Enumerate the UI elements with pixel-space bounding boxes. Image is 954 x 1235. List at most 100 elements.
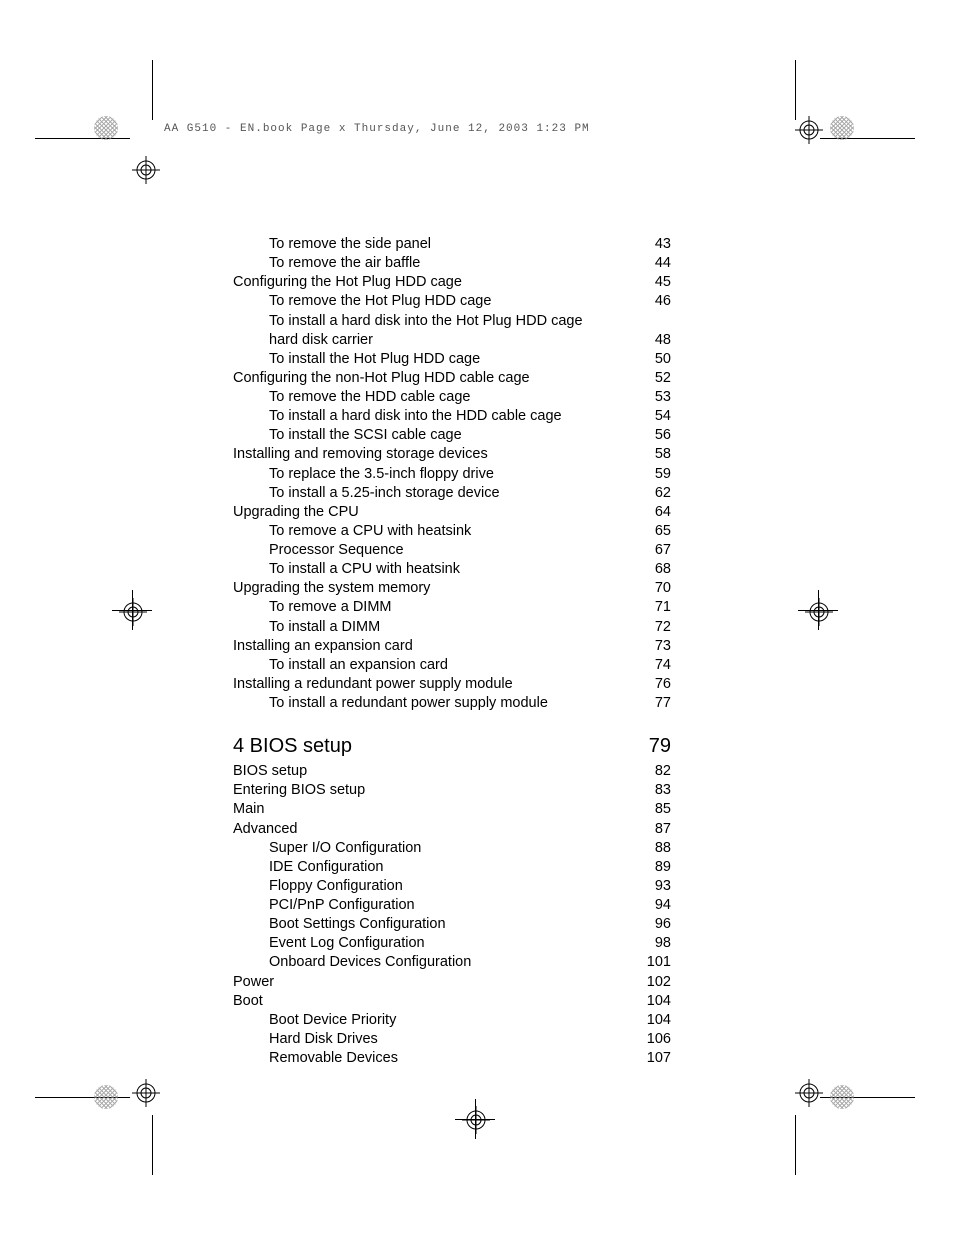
toc-page-number: 76 — [631, 675, 671, 694]
toc-label: IDE Configuration — [233, 858, 383, 877]
toc-label: Floppy Configuration — [233, 877, 403, 896]
toc-page-number: 73 — [631, 637, 671, 656]
toc-entry: To install a 5.25-inch storage device62 — [233, 484, 671, 503]
toc-entry: PCI/PnP Configuration94 — [233, 896, 671, 915]
toc-entry: Power 102 — [233, 973, 671, 992]
toc-entry: Advanced 87 — [233, 820, 671, 839]
toc-entry: Removable Devices 107 — [233, 1049, 671, 1068]
toc-entry: To remove a DIMM 71 — [233, 598, 671, 617]
toc-entry: To replace the 3.5-inch floppy drive 59 — [233, 465, 671, 484]
toc-label: To install a DIMM — [233, 618, 380, 637]
toc-label: To install a CPU with heatsink — [233, 560, 460, 579]
toc-container: To remove the side panel43To remove the … — [233, 235, 671, 1068]
printer-ball-mark-icon — [94, 116, 118, 140]
registration-mark-icon — [805, 598, 833, 626]
toc-label: Installing an expansion card — [233, 637, 413, 656]
toc-label: Onboard Devices Configuration — [233, 953, 471, 972]
toc-label: BIOS setup — [233, 762, 307, 781]
toc-entry: To install a CPU with heatsink 68 — [233, 560, 671, 579]
toc-label: Configuring the non-Hot Plug HDD cable c… — [233, 369, 530, 388]
toc-page-number: 45 — [631, 273, 671, 292]
toc-page-number: 56 — [631, 426, 671, 445]
toc-entry: To install a redundant power supply modu… — [233, 694, 671, 713]
toc-page-number: 72 — [631, 618, 671, 637]
toc-entry: BIOS setup 82 — [233, 762, 671, 781]
toc-label: Advanced — [233, 820, 298, 839]
toc-entry: Configuring the non-Hot Plug HDD cable c… — [233, 369, 671, 388]
toc-page-number: 85 — [631, 800, 671, 819]
toc-label: Upgrading the system memory — [233, 579, 430, 598]
page-header: AA G510 - EN.book Page x Thursday, June … — [164, 123, 590, 135]
toc-entry: IDE Configuration 89 — [233, 858, 671, 877]
toc-entry: To install the SCSI cable cage 56 — [233, 426, 671, 445]
toc-page-number: 106 — [631, 1030, 671, 1049]
crop-mark — [795, 1115, 796, 1175]
registration-mark-icon — [132, 156, 160, 184]
toc-label: Removable Devices — [233, 1049, 398, 1068]
toc-entry: Hard Disk Drives 106 — [233, 1030, 671, 1049]
toc-label: To install the SCSI cable cage — [233, 426, 462, 445]
toc-entry: Installing a redundant power supply modu… — [233, 675, 671, 694]
toc-label: Boot — [233, 992, 263, 1011]
registration-mark-icon — [462, 1106, 490, 1134]
toc-entry: Upgrading the system memory70 — [233, 579, 671, 598]
toc-entry: Installing an expansion card 73 — [233, 637, 671, 656]
toc-label: Super I/O Configuration — [233, 839, 421, 858]
registration-mark-icon — [132, 1079, 160, 1107]
toc-entry: Boot Device Priority104 — [233, 1011, 671, 1030]
toc-label: Boot Settings Configuration — [233, 915, 446, 934]
toc-label: Upgrading the CPU — [233, 503, 359, 522]
toc-label: Event Log Configuration — [233, 934, 425, 953]
printer-ball-mark-icon — [830, 116, 854, 140]
toc-entry: To install a hard disk into the Hot Plug… — [233, 312, 671, 331]
toc-page-number: 74 — [631, 656, 671, 675]
toc-entry: Installing and removing storage devices5… — [233, 445, 671, 464]
toc-label: Entering BIOS setup — [233, 781, 365, 800]
toc-entry: To remove the air baffle44 — [233, 254, 671, 273]
registration-mark-icon — [795, 1079, 823, 1107]
toc-label: To remove a CPU with heatsink — [233, 522, 471, 541]
toc-page-number: 94 — [631, 896, 671, 915]
toc-label: To replace the 3.5-inch floppy drive — [233, 465, 494, 484]
toc-page-number: 101 — [631, 953, 671, 972]
toc-page-number: 83 — [631, 781, 671, 800]
toc-page-number: 68 — [631, 560, 671, 579]
toc-page-number: 64 — [631, 503, 671, 522]
toc-entry: Floppy Configuration93 — [233, 877, 671, 896]
toc-label: Main — [233, 800, 264, 819]
toc-entry: Upgrading the CPU 64 — [233, 503, 671, 522]
chapter-heading: 4 BIOS setup 79 — [233, 735, 671, 758]
toc-label: To install a hard disk into the Hot Plug… — [233, 312, 583, 331]
toc-label: Hard Disk Drives — [233, 1030, 378, 1049]
toc-page-number: 77 — [631, 694, 671, 713]
toc-page-number: 102 — [631, 973, 671, 992]
toc-page-number: 82 — [631, 762, 671, 781]
crop-mark — [152, 60, 153, 120]
toc-label: Installing a redundant power supply modu… — [233, 675, 513, 694]
toc-entry: To remove the Hot Plug HDD cage46 — [233, 292, 671, 311]
toc-page-number: 58 — [631, 445, 671, 464]
toc-page-number: 67 — [631, 541, 671, 560]
crop-mark — [795, 60, 796, 120]
crop-mark — [35, 138, 130, 139]
toc-entry: Processor Sequence 67 — [233, 541, 671, 560]
toc-page-number: 107 — [631, 1049, 671, 1068]
crop-mark — [820, 138, 915, 139]
toc-page-number: 89 — [631, 858, 671, 877]
toc-label: Power — [233, 973, 274, 992]
toc-label: Processor Sequence — [233, 541, 404, 560]
toc-label: To remove the Hot Plug HDD cage — [233, 292, 491, 311]
toc-page-number: 59 — [631, 465, 671, 484]
registration-mark-icon — [795, 116, 823, 144]
toc-entry: To remove the side panel43 — [233, 235, 671, 254]
toc-entry: Super I/O Configuration88 — [233, 839, 671, 858]
toc-label: To remove the side panel — [233, 235, 431, 254]
toc-label: hard disk carrier — [233, 331, 373, 350]
toc-page-number: 48 — [631, 331, 671, 350]
toc-label: To remove a DIMM — [233, 598, 391, 617]
toc-page-number: 71 — [631, 598, 671, 617]
toc-label: Boot Device Priority — [233, 1011, 396, 1030]
toc-page-number: 87 — [631, 820, 671, 839]
toc-entry: To install the Hot Plug HDD cage50 — [233, 350, 671, 369]
toc-label: Configuring the Hot Plug HDD cage — [233, 273, 462, 292]
